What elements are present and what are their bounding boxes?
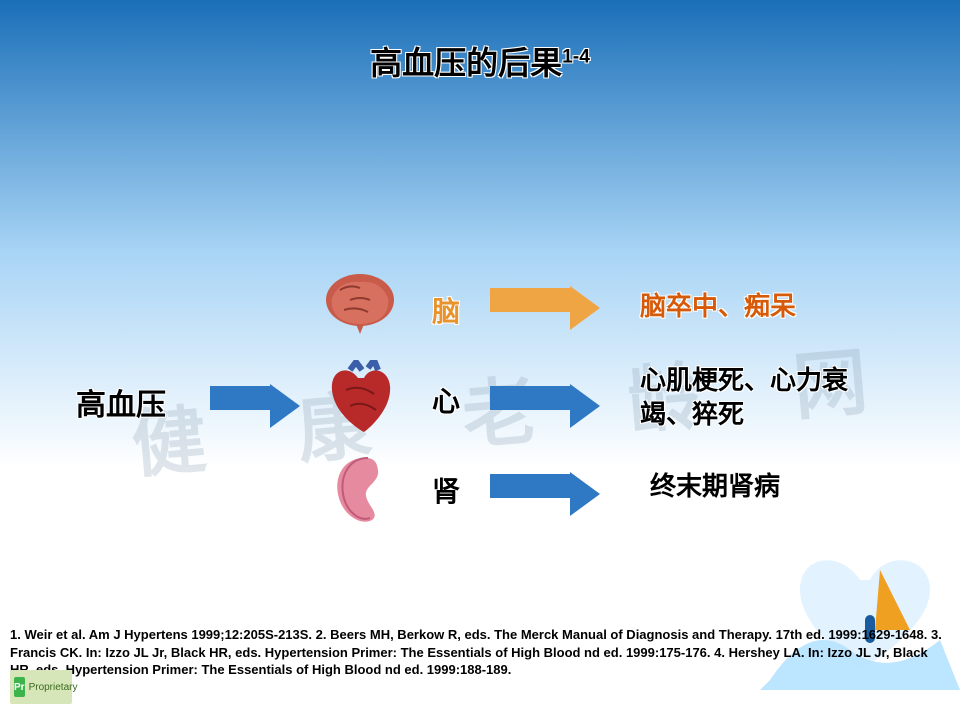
- source-label: 高血压: [76, 380, 166, 424]
- badge-label: Proprietary: [29, 682, 78, 693]
- arrow-brain-icon: [490, 286, 600, 330]
- proprietary-badge: Pr Proprietary: [10, 670, 72, 704]
- title-superscript: 1-4: [562, 46, 590, 67]
- arrow-kidney-icon: [490, 472, 600, 516]
- slide-title: 高血压的后果1-4: [0, 38, 960, 84]
- brain-icon: [320, 270, 400, 341]
- references-text: 1. Weir et al. Am J Hypertens 1999;12:20…: [10, 626, 950, 679]
- outcome-brain: 脑卒中、痴呆: [640, 290, 796, 324]
- title-main: 高血压的后果: [370, 45, 562, 81]
- organ-label-kidney: 肾: [432, 470, 460, 510]
- outcome-heart: 心肌梗死、心力衰竭、猝死: [640, 364, 880, 432]
- badge-square: Pr: [14, 677, 25, 697]
- outcome-kidney: 终末期肾病: [650, 470, 780, 504]
- organ-label-heart: 心: [432, 380, 460, 420]
- organ-label-brain: 脑: [432, 290, 460, 330]
- heart-icon: [320, 360, 402, 443]
- badge-pr: Pr: [14, 682, 25, 693]
- kidney-icon: [328, 450, 388, 535]
- source-arrow-icon: [210, 384, 300, 428]
- arrow-heart-icon: [490, 384, 600, 428]
